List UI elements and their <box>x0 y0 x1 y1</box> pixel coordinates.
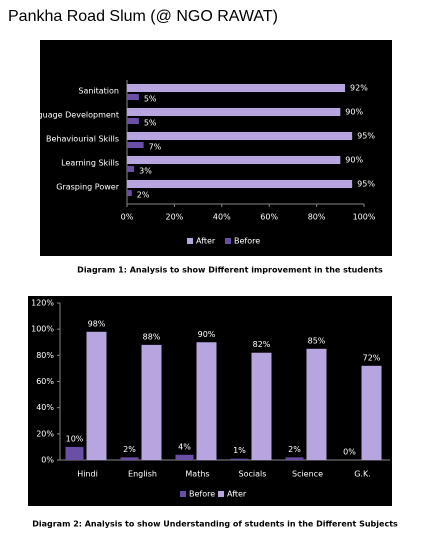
x-tick-label: Socials <box>239 470 267 479</box>
y-tick-label: Learning Skills <box>61 159 119 168</box>
bar <box>127 190 132 196</box>
legend-label: After <box>227 490 247 499</box>
y-tick-label: Behaviourial Skills <box>46 135 119 144</box>
x-tick-label: Hindi <box>77 470 98 479</box>
x-tick-label: 60% <box>260 213 278 222</box>
value-label: 90% <box>345 108 363 117</box>
y-tick-label: Sanitation <box>78 87 119 96</box>
bar <box>65 446 84 460</box>
value-label: 90% <box>198 330 216 339</box>
legend-swatch <box>218 491 224 497</box>
bar <box>127 84 346 92</box>
value-label: 88% <box>143 332 161 341</box>
page-title: Pankha Road Slum (@ NGO RAWAT) <box>8 8 278 25</box>
value-label: 82% <box>253 340 271 349</box>
bar <box>175 454 194 460</box>
chart-1-background <box>40 40 392 256</box>
legend-label: Before <box>234 237 260 246</box>
value-label: 92% <box>350 84 368 93</box>
value-label: 5% <box>144 95 157 104</box>
bar <box>127 142 144 148</box>
x-tick-label: 40% <box>213 213 231 222</box>
legend-swatch <box>225 238 231 244</box>
bar <box>127 180 353 188</box>
value-label: 0% <box>343 448 356 457</box>
bar <box>120 457 139 460</box>
x-tick-label: G.K. <box>354 470 371 479</box>
caption: Diagram 1: Analysis to show Different im… <box>77 266 383 275</box>
bar <box>127 132 353 140</box>
caption: Diagram 2: Analysis to show Understandin… <box>32 520 398 529</box>
bar <box>127 108 341 116</box>
bar <box>285 457 304 460</box>
y-tick-label: 0% <box>41 456 54 465</box>
value-label: 1% <box>233 446 246 455</box>
x-tick-label: Maths <box>185 470 209 479</box>
bar <box>306 348 327 460</box>
x-tick-label: Science <box>292 470 323 479</box>
y-tick-label: 120% <box>31 299 54 308</box>
y-tick-label: 60% <box>36 377 54 386</box>
legend-label: Before <box>189 490 215 499</box>
x-tick-label: 80% <box>308 213 326 222</box>
y-tick-label: 20% <box>36 429 54 438</box>
value-label: 7% <box>149 143 162 152</box>
bar <box>127 94 139 100</box>
legend-swatch <box>180 491 186 497</box>
x-tick-label: 0% <box>121 213 134 222</box>
bar <box>196 342 217 460</box>
y-tick-label: 80% <box>36 351 54 360</box>
value-label: 72% <box>363 353 381 362</box>
value-label: 2% <box>137 191 150 200</box>
value-label: 3% <box>139 167 152 176</box>
bar <box>141 344 162 460</box>
bar <box>127 156 341 164</box>
value-label: 90% <box>345 156 363 165</box>
value-label: 95% <box>357 132 375 141</box>
x-tick-label: 20% <box>166 213 184 222</box>
value-label: 5% <box>144 119 157 128</box>
value-label: 2% <box>123 445 136 454</box>
y-tick-label: 100% <box>31 325 54 334</box>
bar <box>251 352 272 460</box>
value-label: 2% <box>288 445 301 454</box>
y-tick-label: Language Development <box>23 111 119 120</box>
legend-swatch <box>187 238 193 244</box>
y-tick-label: 40% <box>36 403 54 412</box>
bar <box>230 458 249 460</box>
y-tick-label: Grasping Power <box>56 183 119 192</box>
bar <box>361 365 382 460</box>
x-tick-label: 100% <box>353 213 376 222</box>
x-tick-label: English <box>128 470 157 479</box>
value-label: 95% <box>357 180 375 189</box>
value-label: 85% <box>308 336 326 345</box>
bar <box>127 166 135 172</box>
bar <box>127 118 139 124</box>
value-label: 98% <box>88 319 106 328</box>
value-label: 10% <box>66 434 84 443</box>
bar <box>86 331 107 460</box>
value-label: 4% <box>178 442 191 451</box>
legend-label: After <box>196 237 216 246</box>
